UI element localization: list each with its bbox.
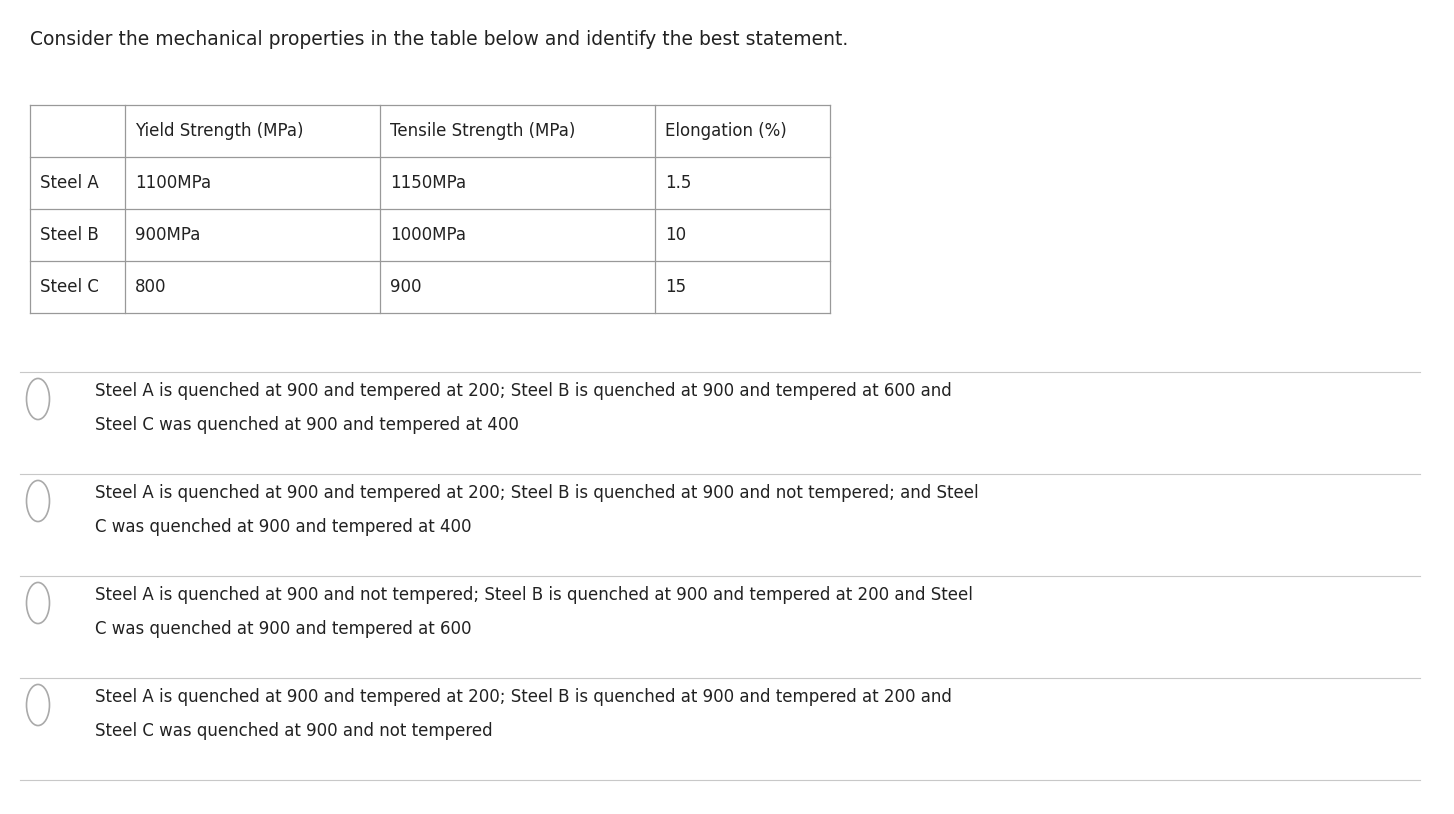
Text: Tensile Strength (MPa): Tensile Strength (MPa) (390, 122, 576, 140)
Text: Steel A is quenched at 900 and tempered at 200; Steel B is quenched at 900 and t: Steel A is quenched at 900 and tempered … (95, 688, 952, 706)
Text: Elongation (%): Elongation (%) (664, 122, 787, 140)
Text: 1150MPa: 1150MPa (390, 174, 467, 192)
Text: Steel C was quenched at 900 and tempered at 400: Steel C was quenched at 900 and tempered… (95, 416, 519, 434)
Text: Steel A is quenched at 900 and not tempered; Steel B is quenched at 900 and temp: Steel A is quenched at 900 and not tempe… (95, 586, 973, 604)
Text: Yield Strength (MPa): Yield Strength (MPa) (135, 122, 304, 140)
Text: Steel C was quenched at 900 and not tempered: Steel C was quenched at 900 and not temp… (95, 722, 493, 740)
Text: 1100MPa: 1100MPa (135, 174, 211, 192)
Text: 1000MPa: 1000MPa (390, 226, 465, 244)
Text: Steel C: Steel C (41, 278, 99, 296)
Text: 900: 900 (390, 278, 422, 296)
Text: Steel A is quenched at 900 and tempered at 200; Steel B is quenched at 900 and n: Steel A is quenched at 900 and tempered … (95, 484, 979, 502)
Text: Steel B: Steel B (41, 226, 99, 244)
Text: 15: 15 (664, 278, 686, 296)
Text: Steel A is quenched at 900 and tempered at 200; Steel B is quenched at 900 and t: Steel A is quenched at 900 and tempered … (95, 382, 952, 400)
Text: Consider the mechanical properties in the table below and identify the best stat: Consider the mechanical properties in th… (31, 30, 848, 49)
Text: Steel A: Steel A (41, 174, 99, 192)
Text: 1.5: 1.5 (664, 174, 691, 192)
Text: 900MPa: 900MPa (135, 226, 201, 244)
Text: 800: 800 (135, 278, 167, 296)
Text: C was quenched at 900 and tempered at 600: C was quenched at 900 and tempered at 60… (95, 620, 471, 638)
Text: 10: 10 (664, 226, 686, 244)
Text: C was quenched at 900 and tempered at 400: C was quenched at 900 and tempered at 40… (95, 518, 471, 536)
